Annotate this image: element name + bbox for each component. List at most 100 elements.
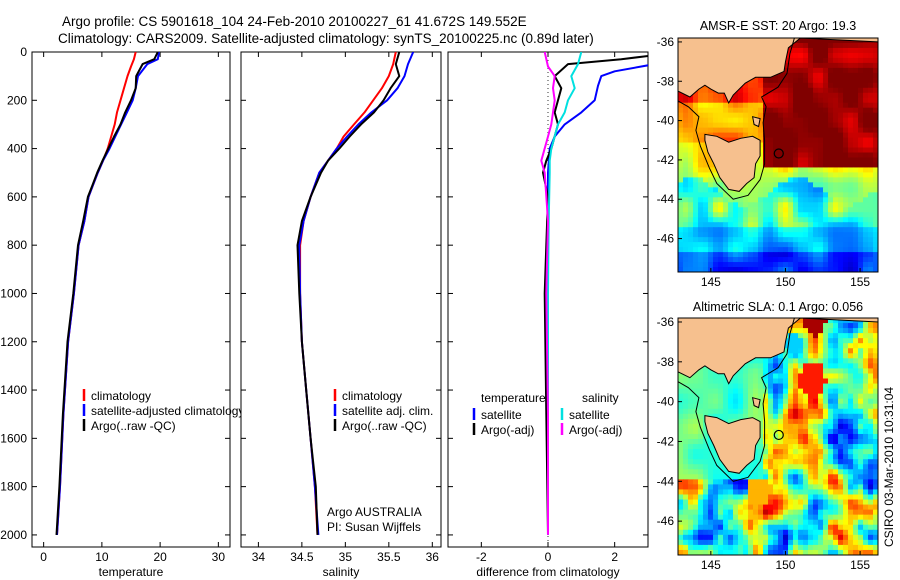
heatmap-cell <box>843 539 849 546</box>
heatmap-cell <box>873 172 878 179</box>
heatmap-cell <box>708 474 714 480</box>
heatmap-cell <box>708 222 714 228</box>
heatmap-cell <box>803 57 809 64</box>
heatmap-cell <box>868 82 874 89</box>
heatmap-cell <box>833 112 839 119</box>
heatmap-cell <box>843 423 849 430</box>
heatmap-cell <box>693 439 699 445</box>
heatmap-cell <box>688 152 694 159</box>
heatmap-cell <box>768 363 774 370</box>
heatmap-cell <box>743 393 749 400</box>
heatmap-cell <box>763 469 769 475</box>
heatmap-cell <box>703 403 709 410</box>
heatmap-cell <box>723 403 729 410</box>
heatmap-cell <box>853 333 859 339</box>
heatmap-cell <box>738 484 744 491</box>
heatmap-cell <box>718 262 724 268</box>
heatmap-cell <box>698 449 704 455</box>
heatmap-cell <box>848 413 854 420</box>
heatmap-cell <box>838 262 844 268</box>
heatmap-cell <box>833 172 839 179</box>
heatmap-cell <box>738 257 744 263</box>
land-mainland <box>678 318 878 385</box>
heatmap-cell <box>773 489 779 496</box>
heatmap-cell <box>773 494 779 501</box>
heatmap-cell <box>833 433 839 440</box>
heatmap-cell <box>768 172 774 179</box>
heatmap-cell <box>833 147 839 154</box>
heatmap-cell <box>688 403 694 410</box>
heatmap-cell <box>683 152 689 159</box>
heatmap-cell <box>843 408 849 415</box>
heatmap-cell <box>838 117 844 124</box>
heatmap-cell <box>708 257 714 263</box>
heatmap-cell <box>833 459 839 465</box>
heatmap-cell <box>843 469 849 475</box>
heatmap-cell <box>818 67 824 74</box>
heatmap-cell <box>778 504 784 511</box>
heatmap-cell <box>813 127 819 134</box>
heatmap-cell <box>793 87 799 94</box>
heatmap-cell <box>693 147 699 154</box>
heatmap-cell <box>758 107 764 114</box>
heatmap-cell <box>693 197 699 203</box>
heatmap-cell <box>753 408 759 415</box>
heatmap-cell <box>758 187 764 193</box>
heatmap-cell <box>823 383 829 390</box>
heatmap-cell <box>788 408 794 415</box>
heatmap-cell <box>683 147 689 154</box>
heatmap-cell <box>753 494 759 501</box>
heatmap-cell <box>678 227 684 233</box>
heatmap-cell <box>823 62 829 69</box>
heatmap-cell <box>718 469 724 475</box>
heatmap-cell <box>873 418 878 425</box>
heatmap-cell <box>823 388 829 395</box>
heatmap-cell <box>868 413 874 420</box>
heatmap-cell <box>718 398 724 405</box>
heatmap-cell <box>823 87 829 94</box>
heatmap-cell <box>828 72 834 79</box>
heatmap-cell <box>773 257 779 263</box>
heatmap-cell <box>848 172 854 179</box>
heatmap-cell <box>773 162 779 169</box>
heatmap-cell <box>828 318 834 324</box>
heatmap-cell <box>808 267 814 272</box>
heatmap-cell <box>803 147 809 154</box>
heatmap-cell <box>873 117 878 124</box>
heatmap-cell <box>683 247 689 253</box>
heatmap-cell <box>788 454 794 460</box>
heatmap-cell <box>743 504 749 511</box>
heatmap-cell <box>868 348 874 354</box>
heatmap-cell <box>783 348 789 354</box>
heatmap-cell <box>853 459 859 465</box>
heatmap-cell <box>763 137 769 144</box>
heatmap-cell <box>838 474 844 480</box>
heatmap-cell <box>793 459 799 465</box>
heatmap-cell <box>698 87 704 94</box>
heatmap-cell <box>688 504 694 511</box>
heatmap-cell <box>853 479 859 485</box>
y-tick-label: 400 <box>7 142 27 156</box>
heatmap-cell <box>863 222 869 228</box>
heatmap-cell <box>793 408 799 415</box>
heatmap-cell <box>798 474 804 480</box>
heatmap-cell <box>693 107 699 114</box>
heatmap-cell <box>738 388 744 395</box>
heatmap-cell <box>683 494 689 501</box>
heatmap-cell <box>873 72 878 79</box>
heatmap-cell <box>863 262 869 268</box>
x-tick-label: 0 <box>545 550 552 564</box>
heatmap-cell <box>833 428 839 435</box>
heatmap-cell <box>693 544 699 551</box>
heatmap-cell <box>783 484 789 491</box>
heatmap-cell <box>693 232 699 238</box>
heatmap-cell <box>753 544 759 551</box>
heatmap-cell <box>718 544 724 551</box>
heatmap-cell <box>758 87 764 94</box>
heatmap-cell <box>858 383 864 390</box>
heatmap-cell <box>838 449 844 455</box>
plot-frame <box>240 51 442 548</box>
heatmap-cell <box>873 112 878 119</box>
heatmap-cell <box>808 227 814 233</box>
